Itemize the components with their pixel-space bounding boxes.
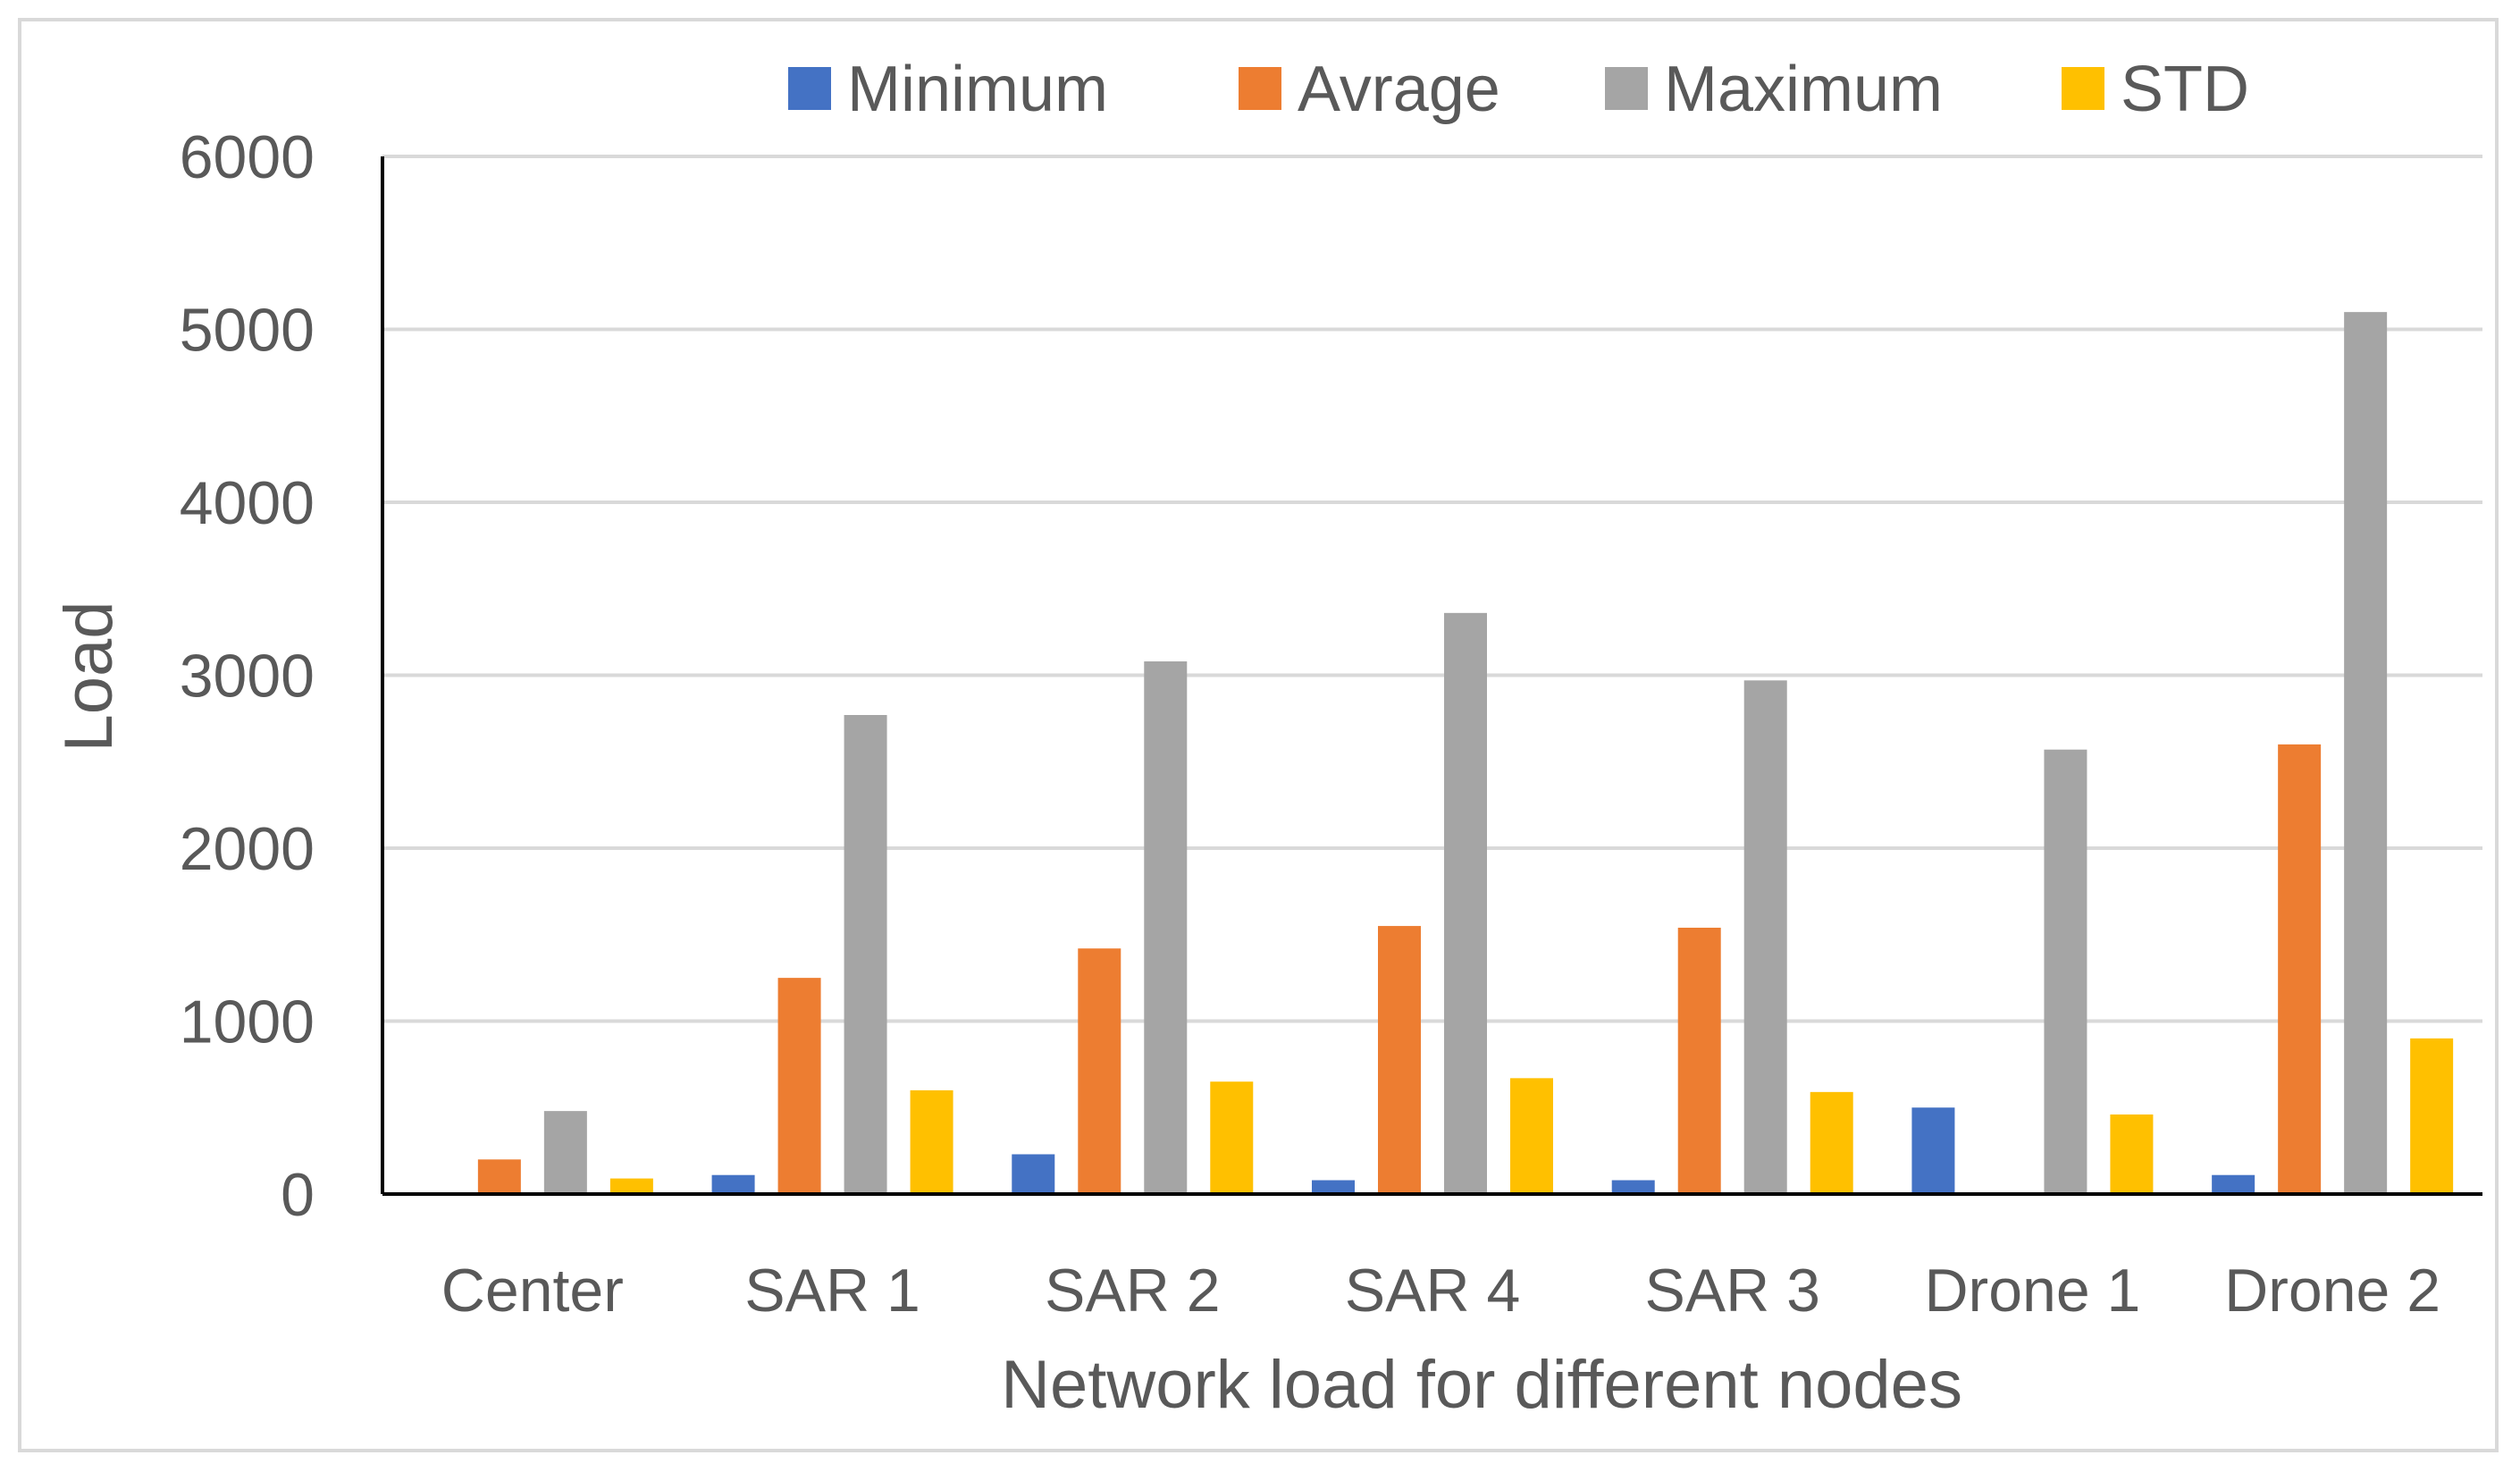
bar-maximum-center [543,1111,587,1194]
bar-avrage-center [477,1159,521,1194]
y-tick-label: 6000 [180,123,315,191]
bar-maximum-sar-4 [1444,612,1487,1194]
bar-minimum-drone-1 [1911,1107,1955,1194]
bar-std-sar-3 [1810,1091,1853,1194]
bar-minimum-drone-2 [2212,1174,2255,1194]
bar-minimum-sar-3 [1611,1180,1655,1194]
bar-maximum-drone-2 [2344,312,2388,1194]
chart-frame [18,18,2499,1452]
bar-std-sar-4 [1510,1078,1553,1194]
bar-std-center [609,1178,653,1194]
bar-maximum-drone-1 [2044,749,2087,1194]
y-tick-label: 3000 [180,643,315,711]
bar-avrage-sar-1 [777,978,821,1194]
legend-swatch-std [2062,67,2104,110]
bar-maximum-sar-1 [844,715,887,1194]
legend-swatch-avrage [1239,67,1281,110]
category-label: SAR 2 [1045,1257,1221,1325]
legend-label-std: STD [2121,54,2249,125]
y-axis-tick-labels: 0 1000 2000 3000 4000 5000 6000 [180,123,315,1229]
bar-avrage-drone-2 [2278,744,2322,1194]
y-tick-label: 2000 [180,815,315,883]
bar-std-sar-2 [1210,1081,1254,1194]
category-label: Drone 2 [2224,1257,2440,1325]
category-label: SAR 3 [1644,1257,1820,1325]
bar-avrage-sar-3 [1677,928,1721,1194]
bar-std-sar-1 [910,1089,953,1194]
bar-maximum-sar-3 [1743,680,1787,1194]
x-axis-title: Network load for different nodes [1001,1347,1962,1423]
legend-swatch-maximum [1605,67,1648,110]
category-label: Center [441,1257,624,1325]
y-tick-label: 0 [281,1161,315,1229]
y-tick-label: 4000 [180,469,315,537]
bar-std-drone-2 [2410,1038,2454,1194]
category-labels: Center SAR 1 SAR 2 SAR 4 SAR 3 Drone 1 Drone 2 [441,1257,2440,1325]
category-label: SAR 1 [744,1257,920,1325]
bar-minimum-sar-4 [1312,1180,1355,1194]
legend-label-avrage: Avrage [1298,54,1500,125]
gridlines [382,155,2482,1023]
legend: Minimum Avrage Maximum STD [788,54,2249,125]
legend-swatch-minimum [788,67,831,110]
legend-label-minimum: Minimum [847,54,1108,125]
bars [477,312,2454,1194]
legend-label-maximum: Maximum [1664,54,1943,125]
category-label: SAR 4 [1345,1257,1521,1325]
y-axis-title: Load [51,601,127,752]
y-tick-label: 1000 [180,988,315,1056]
bar-avrage-sar-2 [1078,948,1121,1194]
bar-avrage-sar-4 [1378,926,1421,1194]
y-tick-label: 5000 [180,297,315,365]
category-label: Drone 1 [1924,1257,2140,1325]
bar-maximum-sar-2 [1144,661,1188,1194]
bar-minimum-sar-1 [711,1174,755,1194]
bar-minimum-sar-2 [1012,1154,1055,1194]
bar-std-drone-1 [2110,1114,2154,1194]
